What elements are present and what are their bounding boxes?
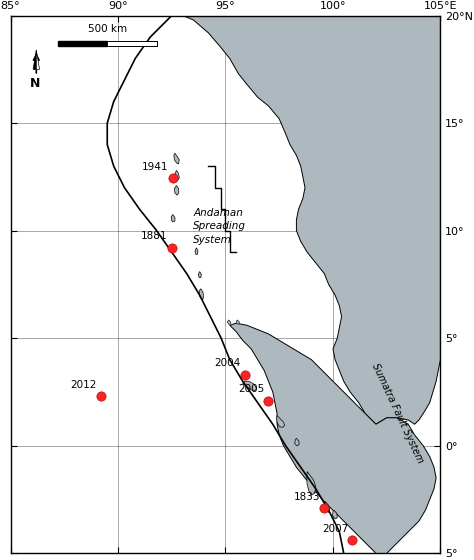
Text: N: N	[30, 77, 40, 90]
Polygon shape	[174, 153, 179, 164]
Text: 2007: 2007	[322, 524, 348, 534]
Polygon shape	[36, 50, 39, 69]
Polygon shape	[171, 214, 175, 222]
Polygon shape	[33, 50, 36, 69]
Point	[97, 392, 105, 401]
Text: 1833: 1833	[293, 492, 320, 502]
Polygon shape	[295, 438, 299, 446]
Point	[320, 503, 328, 512]
Point	[264, 396, 272, 405]
Point	[169, 174, 177, 183]
Polygon shape	[198, 272, 201, 278]
Bar	[58, 41, 107, 46]
Point	[241, 370, 249, 379]
Polygon shape	[236, 320, 239, 324]
Text: 1881: 1881	[141, 231, 167, 241]
Polygon shape	[175, 170, 179, 180]
Polygon shape	[199, 289, 203, 300]
Polygon shape	[182, 16, 440, 424]
Text: 1941: 1941	[142, 161, 169, 171]
Polygon shape	[195, 248, 198, 254]
Polygon shape	[307, 472, 316, 495]
Text: Sumatra Fault System: Sumatra Fault System	[370, 362, 425, 465]
Bar	[107, 41, 157, 46]
Text: 2004: 2004	[214, 358, 240, 368]
Polygon shape	[333, 510, 337, 519]
Point	[348, 536, 356, 545]
Bar	[58, 41, 157, 46]
Polygon shape	[243, 381, 256, 391]
Text: 2012: 2012	[70, 380, 97, 390]
Polygon shape	[227, 320, 231, 324]
Polygon shape	[324, 502, 330, 512]
Text: 500 km: 500 km	[88, 24, 127, 34]
Text: 2005: 2005	[238, 384, 264, 394]
Point	[168, 244, 175, 253]
Polygon shape	[174, 185, 179, 195]
Polygon shape	[230, 323, 436, 553]
Polygon shape	[277, 416, 284, 427]
Text: Andaman
Spreading
System: Andaman Spreading System	[193, 208, 246, 245]
